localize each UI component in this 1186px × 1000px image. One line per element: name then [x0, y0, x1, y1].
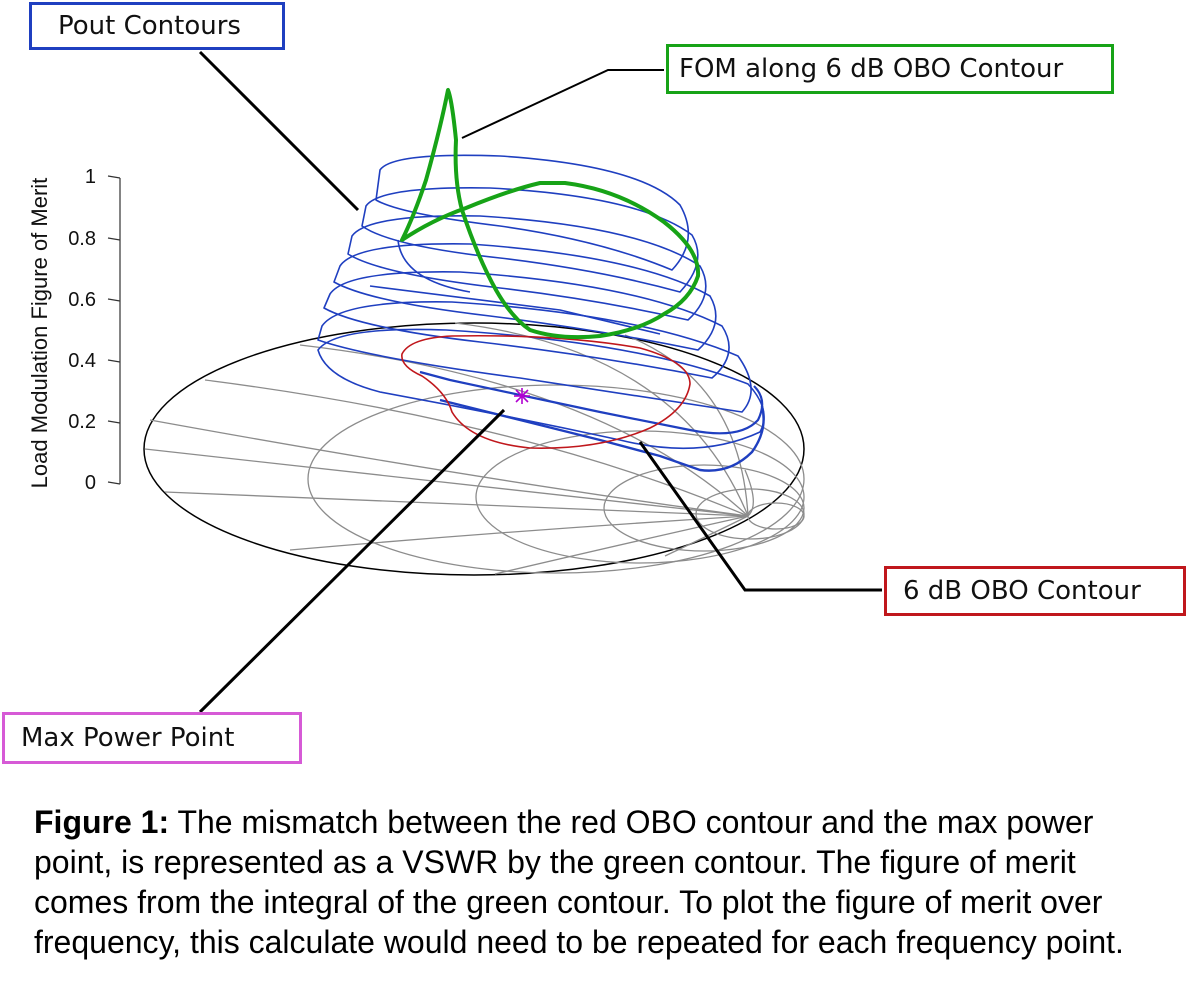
- caption-lead: Figure 1:: [34, 804, 170, 840]
- smith-chart: [143, 322, 805, 576]
- obo-contour-label: 6 dB OBO Contour: [884, 566, 1186, 616]
- pout-contours-text: Pout Contours: [58, 11, 241, 41]
- fom-contour: [400, 88, 701, 340]
- pout-contours-label: Pout Contours: [29, 2, 285, 50]
- max-power-point-label: Max Power Point: [2, 712, 302, 764]
- smith-outer-circle: [143, 322, 805, 576]
- pout-contour: [317, 301, 752, 413]
- pout-contour: [323, 271, 730, 379]
- z-tick-label: 0.4: [68, 350, 96, 372]
- z-axis-tick: [107, 298, 121, 302]
- pout-contour: [347, 215, 707, 321]
- z-axis-tick: [107, 237, 121, 241]
- smith-reactance-arc: [454, 322, 749, 517]
- leader-lines: [198, 50, 882, 714]
- z-axis-tick: [107, 175, 121, 179]
- z-tick-label: 0.6: [68, 289, 96, 311]
- z-tick-label: 0.8: [68, 228, 96, 250]
- z-tick-label: 0.2: [68, 411, 96, 433]
- z-tick-label: 0: [85, 472, 96, 494]
- smith-resistance-circle: [747, 502, 805, 530]
- leader-line-fom: [461, 69, 664, 139]
- obo-contour-text: 6 dB OBO Contour: [903, 576, 1141, 606]
- smith-resistance-circle: [307, 384, 805, 574]
- smith-reactance-arc: [494, 515, 749, 575]
- smith-reactance-arc: [624, 334, 749, 517]
- obo-contour: [401, 334, 691, 449]
- smith-resistance-circle: [603, 464, 805, 552]
- z-axis-label: Load Modulation Figure of Merit: [27, 178, 52, 489]
- smith-resistance-circle: [475, 430, 805, 564]
- smith-real-axis: [144, 448, 749, 517]
- pout-contour: [317, 328, 765, 450]
- smith-reactance-arc: [664, 515, 749, 557]
- leader-line-pout: [198, 50, 360, 212]
- z-axis-tick: [107, 420, 121, 424]
- leader-line-obo: [638, 441, 882, 592]
- pout-contour: [419, 370, 764, 435]
- z-axis: [107, 175, 121, 485]
- smith-reactance-arc: [149, 419, 749, 517]
- fom-contour-text: FOM along 6 dB OBO Contour: [679, 54, 1064, 84]
- z-axis-tick: [107, 481, 121, 485]
- z-tick-label: 1: [85, 166, 96, 188]
- smith-reactance-arc: [299, 344, 749, 517]
- smith-reactance-arc: [164, 491, 749, 517]
- pout-contour: [333, 243, 717, 351]
- max-power-point: [514, 388, 530, 404]
- smith-reactance-arc: [744, 469, 754, 517]
- pout-contour: [361, 187, 699, 293]
- pout-contour: [439, 398, 765, 472]
- leader-line-max: [198, 408, 506, 714]
- pout-contour: [369, 285, 661, 335]
- figure-caption: Figure 1: The mismatch between the red O…: [34, 802, 1174, 962]
- smith-reactance-arc: [289, 515, 749, 551]
- fom-contour-label: FOM along 6 dB OBO Contour: [666, 44, 1114, 94]
- z-axis-tick: [107, 359, 121, 363]
- smith-reactance-arc: [204, 379, 749, 517]
- max-power-point-text: Max Power Point: [21, 723, 235, 753]
- pout-contour: [397, 239, 471, 293]
- pout-contours: [317, 154, 765, 472]
- caption-text: The mismatch between the red OBO contour…: [34, 804, 1124, 960]
- pout-contour: [375, 154, 690, 271]
